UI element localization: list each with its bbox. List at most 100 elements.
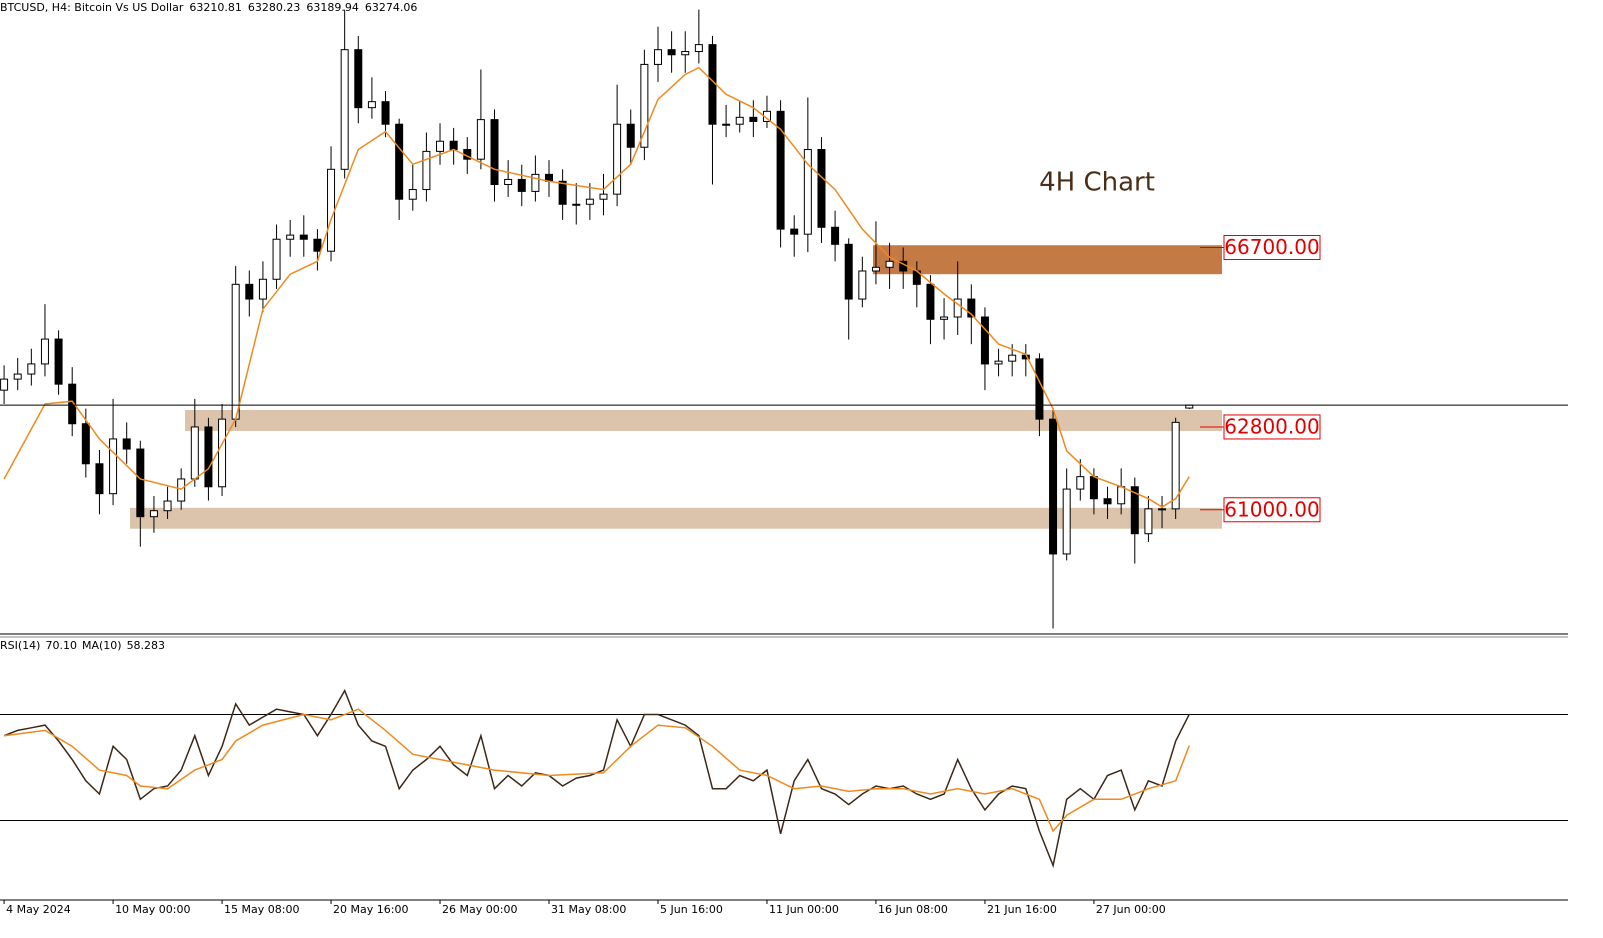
candle-body [81, 423, 90, 465]
rsi-value: 70.10 [45, 639, 77, 652]
candle-body [354, 49, 363, 109]
candle-body [722, 123, 731, 126]
candle-body [1171, 421, 1180, 510]
candle-body [531, 173, 540, 192]
zone [873, 245, 1222, 275]
x-tick-label: 10 May 00:00 [115, 903, 190, 916]
x-tick-label: 27 Jun 00:00 [1096, 903, 1166, 916]
candle-body [340, 49, 349, 170]
level-label: 62800.00 [1224, 414, 1319, 438]
candle-body [136, 448, 145, 518]
candle-body [54, 338, 63, 385]
candle-body [572, 203, 581, 206]
candle-body [558, 180, 567, 205]
candle-body [40, 338, 49, 365]
candle-body [585, 198, 594, 205]
candle-body [517, 178, 526, 192]
candle-body [95, 463, 104, 495]
level-label-box [1223, 414, 1321, 440]
level-label: 66700.00 [1224, 235, 1319, 259]
candle-body [1089, 476, 1098, 500]
candle-body [258, 278, 267, 300]
candle-body [68, 383, 77, 425]
candle-body [749, 116, 758, 122]
candle-body [708, 44, 717, 125]
x-tick-label: 20 May 16:00 [333, 903, 408, 916]
candle-body [613, 123, 622, 195]
x-tick-label: 16 Jun 08:00 [878, 903, 948, 916]
x-tick-label: 11 Jun 00:00 [769, 903, 839, 916]
candle-body [367, 101, 376, 109]
candle-body [190, 426, 199, 480]
x-tick-label: 5 Jun 16:00 [660, 903, 723, 916]
candle-body [885, 260, 894, 268]
candle-body [599, 193, 608, 200]
title-high: 63280.23 [248, 1, 301, 14]
candle-body [817, 149, 826, 228]
candle-body [27, 363, 36, 375]
candle-body [926, 283, 935, 320]
moving-average [3, 66, 1190, 508]
candle-body [449, 140, 458, 151]
chart-title: BTCUSD, H4: Bitcoin Vs US Dollar 63210.81… [0, 1, 417, 14]
candle-body [735, 116, 744, 125]
candle-body [1117, 486, 1126, 505]
candle-body [422, 150, 431, 191]
candle-body [272, 238, 281, 280]
candle-body [122, 438, 131, 450]
candle-body [626, 123, 635, 148]
candle-body [327, 168, 336, 252]
candle-body [476, 119, 485, 160]
candle-body [940, 316, 949, 320]
candle-body [994, 360, 1003, 365]
level-label-box [1223, 235, 1321, 261]
zone [130, 507, 1222, 529]
x-tick-label: 4 May 2024 [6, 903, 71, 916]
rsi-moving-average [4, 708, 1190, 833]
candle-body [286, 234, 295, 240]
candle-body [803, 149, 812, 235]
candle-body [640, 63, 649, 148]
candle-body [667, 49, 676, 56]
candle-body [681, 51, 690, 56]
candle-body [299, 234, 308, 240]
candle-body [1049, 418, 1058, 555]
candle-body [844, 243, 853, 300]
candle-body [953, 298, 962, 318]
candle-body [1103, 498, 1112, 505]
x-tick-label: 21 Jun 16:00 [987, 903, 1057, 916]
candle-body [871, 266, 880, 272]
candle-body [967, 298, 976, 318]
candle-body [504, 178, 513, 185]
candle-body [694, 44, 703, 53]
candle-body [408, 189, 417, 200]
candle-body [831, 226, 840, 245]
candle-body [858, 270, 867, 300]
candle-body [149, 510, 158, 518]
annotation: 4H Chart [1039, 168, 1155, 198]
title-text: BTCUSD, H4: Bitcoin Vs US Dollar [0, 1, 184, 14]
rsi-ma-name: MA(10) [82, 639, 122, 652]
candle-body [163, 500, 172, 512]
candle-body [1144, 508, 1153, 535]
candle-body [313, 238, 322, 252]
candle-body [980, 316, 989, 365]
level-label: 61000.00 [1224, 497, 1319, 521]
zone [185, 409, 1222, 431]
candle-body [1158, 508, 1167, 511]
rsi-title: RSI(14) 70.10 MA(10) 58.283 [0, 639, 165, 652]
candle-body [381, 101, 390, 125]
x-tick-label: 26 May 00:00 [442, 903, 517, 916]
candle-body [0, 378, 9, 391]
candle-body [1035, 358, 1044, 420]
candle-body [231, 283, 240, 420]
candle-body [395, 123, 404, 200]
candle-body [790, 228, 799, 235]
rsi-name: RSI(14) [0, 639, 40, 652]
candle-body [436, 140, 445, 152]
candle-body [1130, 486, 1139, 535]
candle-body [1008, 354, 1017, 362]
